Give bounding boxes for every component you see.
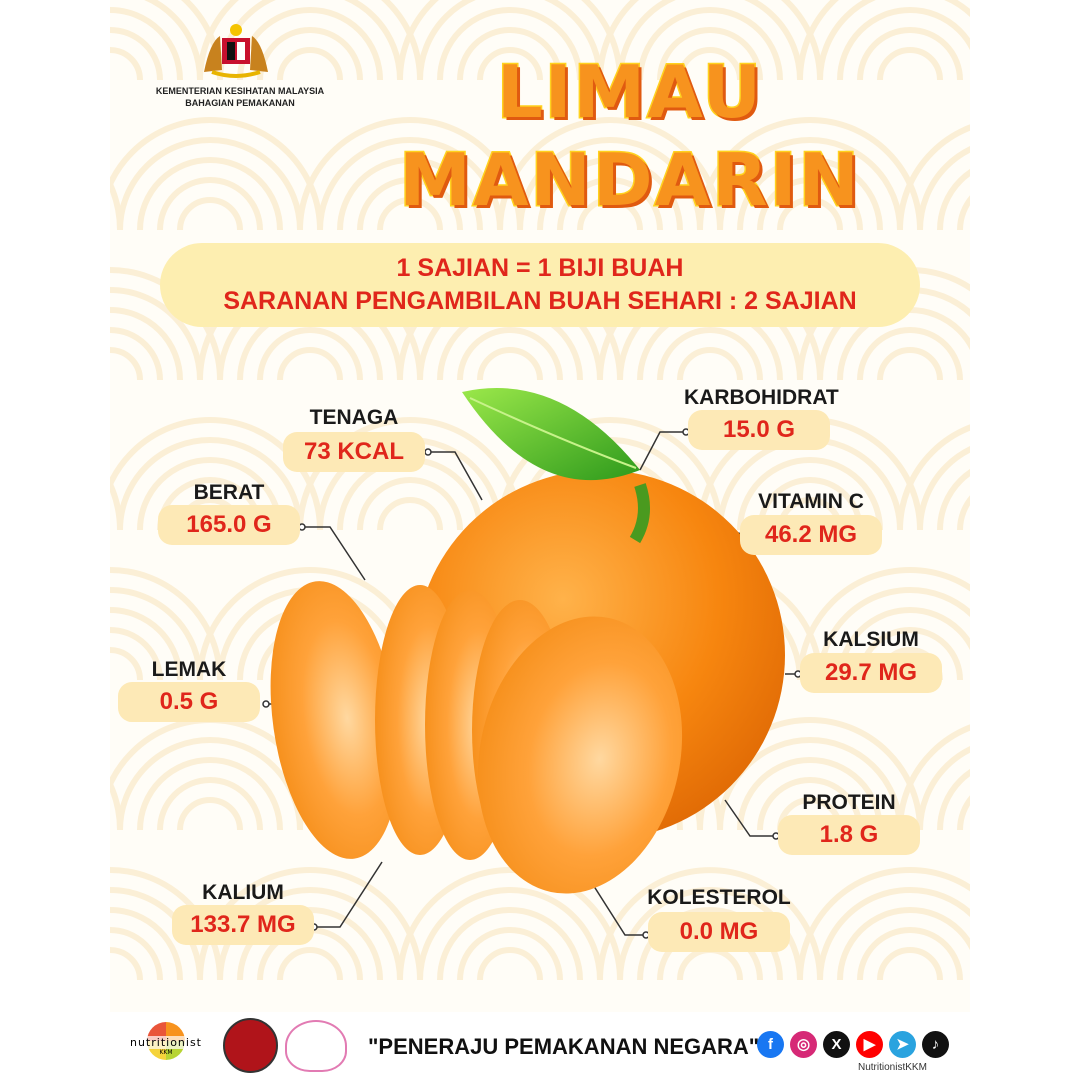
nutrient-label-kalium: KALIUM [202, 881, 284, 904]
nutrient-value-protein: 1.8 G [778, 815, 920, 855]
youtube-icon[interactable]: ▶ [856, 1031, 883, 1058]
slogan: "PENERAJU PEMAKANAN NEGARA" [368, 1034, 760, 1059]
campaign-logo [223, 1018, 278, 1073]
facebook-icon[interactable]: f [757, 1031, 784, 1058]
serving-banner: 1 SAJIAN = 1 BIJI BUAH SARANAN PENGAMBIL… [160, 243, 920, 327]
telegram-icon[interactable]: ➤ [889, 1031, 916, 1058]
title-line-1: LIMAU [495, 50, 764, 134]
tiktok-icon[interactable]: ♪ [922, 1031, 949, 1058]
nutrient-value-kalium: 133.7 MG [172, 905, 314, 945]
nutrient-label-karbohidrat: KARBOHIDRAT [684, 386, 839, 409]
nutrient-value-kolesterol: 0.0 MG [648, 912, 790, 952]
nutrient-label-lemak: LEMAK [151, 658, 227, 681]
daily-recommendation: SARANAN PENGAMBILAN BUAH SEHARI : 2 SAJI… [223, 287, 857, 315]
nutrient-value-kalsium: 29.7 MG [800, 653, 942, 693]
mandarin-segments [270, 581, 683, 894]
malaysia-coat-of-arms-logo [204, 24, 268, 78]
nutrient-value-berat: 165.0 G [158, 505, 300, 545]
social-handle: NutritionistKKM [858, 1062, 927, 1073]
instagram-icon[interactable]: ◎ [790, 1031, 817, 1058]
nutritionist-kkm-logo: nutritionist KKM [116, 1022, 216, 1072]
nutrient-label-berat: BERAT [193, 481, 265, 504]
nutrient-label-protein: PROTEIN [802, 791, 896, 814]
nutrient-label-kalsium: KALSIUM [823, 628, 919, 651]
x-icon[interactable]: X [823, 1031, 850, 1058]
nutrient-label-tenaga: TENAGA [309, 406, 399, 429]
stem [629, 483, 650, 544]
ministry-name: KEMENTERIAN KESIHATAN MALAYSIA [155, 86, 325, 96]
activity-logo [285, 1020, 347, 1072]
division-name: BAHAGIAN PEMAKANAN [185, 98, 295, 108]
nutrient-value-vitamin-c: 46.2 MG [740, 515, 882, 555]
nutrient-label-kolesterol: KOLESTEROL [647, 886, 791, 909]
nutrient-label-vitamin-c: VITAMIN C [758, 490, 864, 513]
nutrient-value-lemak: 0.5 G [118, 682, 260, 722]
title-line-2: MANDARIN [398, 138, 861, 222]
serving-size: 1 SAJIAN = 1 BIJI BUAH [396, 254, 684, 282]
nutrient-value-tenaga: 73 KCAL [283, 432, 425, 472]
nutrient-value-karbohidrat: 15.0 G [688, 410, 830, 450]
